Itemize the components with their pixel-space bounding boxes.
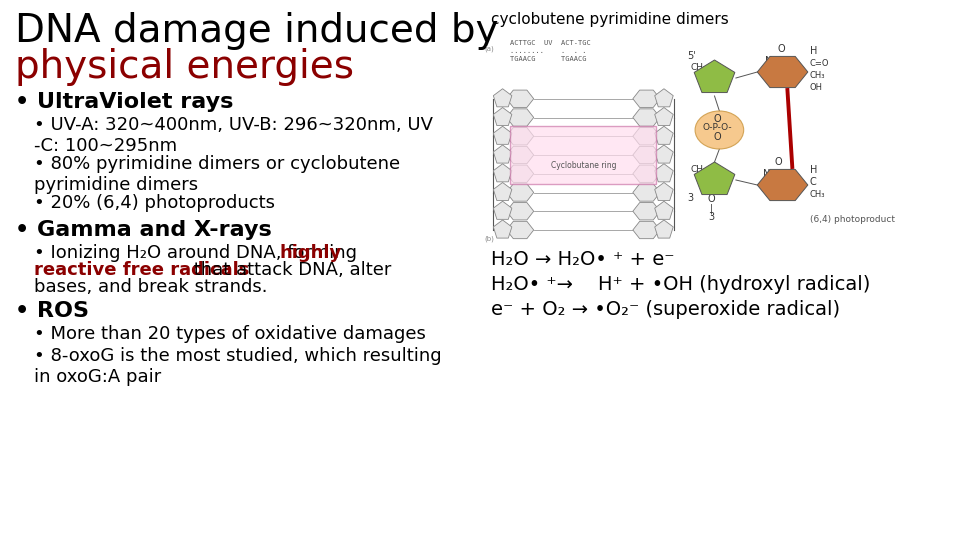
- Polygon shape: [655, 89, 673, 107]
- Text: Cyclobutane ring: Cyclobutane ring: [550, 160, 616, 170]
- Text: O: O: [775, 157, 782, 167]
- Text: • 20% (6,4) photoproducts: • 20% (6,4) photoproducts: [34, 194, 275, 212]
- Polygon shape: [633, 127, 660, 145]
- Polygon shape: [655, 164, 673, 182]
- Text: (b): (b): [484, 235, 494, 241]
- Text: • 8-oxoG is the most studied, which resulting
in oxoG:A pair: • 8-oxoG is the most studied, which resu…: [34, 347, 442, 386]
- Polygon shape: [493, 220, 512, 238]
- Text: CH₂: CH₂: [690, 165, 707, 174]
- Text: • ROS: • ROS: [14, 301, 88, 321]
- Text: O: O: [708, 194, 715, 204]
- Text: N: N: [763, 169, 771, 179]
- Polygon shape: [655, 107, 673, 126]
- Text: bases, and break strands.: bases, and break strands.: [34, 278, 268, 296]
- Polygon shape: [633, 221, 660, 239]
- Text: H: H: [810, 46, 817, 56]
- Polygon shape: [493, 164, 512, 182]
- Text: 3: 3: [708, 212, 714, 222]
- Polygon shape: [633, 90, 660, 107]
- Text: reactive free radicals: reactive free radicals: [34, 261, 250, 279]
- Text: e⁻ + O₂ → •O₂⁻ (superoxide radical): e⁻ + O₂ → •O₂⁻ (superoxide radical): [491, 300, 840, 319]
- Text: ACTTGC  UV  ACT-TGC: ACTTGC UV ACT-TGC: [511, 40, 591, 46]
- Polygon shape: [633, 184, 660, 201]
- Text: O: O: [713, 114, 721, 124]
- Polygon shape: [655, 201, 673, 219]
- Polygon shape: [507, 202, 534, 220]
- Text: OH: OH: [810, 83, 823, 92]
- Text: that attack DNA, alter: that attack DNA, alter: [188, 261, 392, 279]
- Text: CH₃: CH₃: [810, 71, 826, 80]
- Polygon shape: [694, 60, 734, 92]
- Polygon shape: [493, 201, 512, 219]
- Polygon shape: [493, 183, 512, 200]
- Polygon shape: [493, 89, 512, 107]
- Text: O: O: [778, 44, 785, 54]
- Polygon shape: [655, 220, 673, 238]
- Text: (a): (a): [484, 45, 493, 51]
- Text: highly: highly: [279, 244, 341, 262]
- Polygon shape: [655, 126, 673, 144]
- Polygon shape: [507, 146, 534, 164]
- Text: • UV-A: 320~400nm, UV-B: 296~320nm, UV
-C: 100~295nm: • UV-A: 320~400nm, UV-B: 296~320nm, UV -…: [34, 116, 433, 155]
- Text: O: O: [713, 132, 721, 142]
- Polygon shape: [655, 145, 673, 163]
- Polygon shape: [507, 90, 534, 107]
- Text: C=O: C=O: [810, 59, 829, 68]
- Text: (6,4) photoproduct: (6,4) photoproduct: [810, 215, 895, 224]
- Polygon shape: [493, 145, 512, 163]
- Polygon shape: [633, 165, 660, 183]
- Text: • UltraViolet rays: • UltraViolet rays: [14, 92, 233, 112]
- Text: DNA damage induced by: DNA damage induced by: [14, 12, 498, 50]
- Text: H₂O → H₂O• ⁺ + e⁻: H₂O → H₂O• ⁺ + e⁻: [491, 250, 675, 269]
- Text: H₂O• ⁺→    H⁺ + •OH (hydroxyl radical): H₂O• ⁺→ H⁺ + •OH (hydroxyl radical): [491, 275, 871, 294]
- Polygon shape: [493, 107, 512, 126]
- Text: cyclobutene pyrimidine dimers: cyclobutene pyrimidine dimers: [491, 12, 729, 27]
- Text: O-P-O-: O-P-O-: [703, 123, 732, 132]
- Polygon shape: [493, 126, 512, 144]
- Polygon shape: [633, 109, 660, 126]
- Text: physical energies: physical energies: [14, 48, 353, 86]
- Polygon shape: [507, 165, 534, 183]
- Polygon shape: [507, 221, 534, 239]
- Text: C: C: [810, 177, 817, 187]
- Polygon shape: [694, 162, 734, 194]
- Text: • More than 20 types of oxidative damages: • More than 20 types of oxidative damage…: [34, 325, 426, 343]
- Text: • Ionizing H₂O around DNA, forming: • Ionizing H₂O around DNA, forming: [34, 244, 363, 262]
- Ellipse shape: [695, 111, 744, 149]
- Polygon shape: [507, 184, 534, 201]
- Polygon shape: [655, 183, 673, 200]
- Text: CH₃: CH₃: [810, 190, 826, 199]
- Text: ........    .  . .: ........ . . .: [511, 48, 587, 54]
- Text: 5': 5': [687, 51, 696, 61]
- Text: N: N: [765, 56, 773, 66]
- Polygon shape: [757, 56, 808, 87]
- Text: |: |: [710, 204, 713, 214]
- Text: • Gamma and X-rays: • Gamma and X-rays: [14, 220, 272, 240]
- Text: 3: 3: [687, 193, 693, 203]
- Text: • 80% pyrimidine dimers or cyclobutene
pyrimidine dimers: • 80% pyrimidine dimers or cyclobutene p…: [34, 155, 400, 194]
- Polygon shape: [507, 109, 534, 126]
- Polygon shape: [507, 127, 534, 145]
- Text: CH₂: CH₂: [690, 64, 707, 72]
- Polygon shape: [633, 202, 660, 220]
- Text: TGAACG      TGAACG: TGAACG TGAACG: [511, 56, 587, 62]
- Text: H: H: [810, 165, 817, 175]
- Polygon shape: [633, 146, 660, 164]
- Polygon shape: [757, 170, 808, 200]
- Bar: [511, 126, 657, 184]
